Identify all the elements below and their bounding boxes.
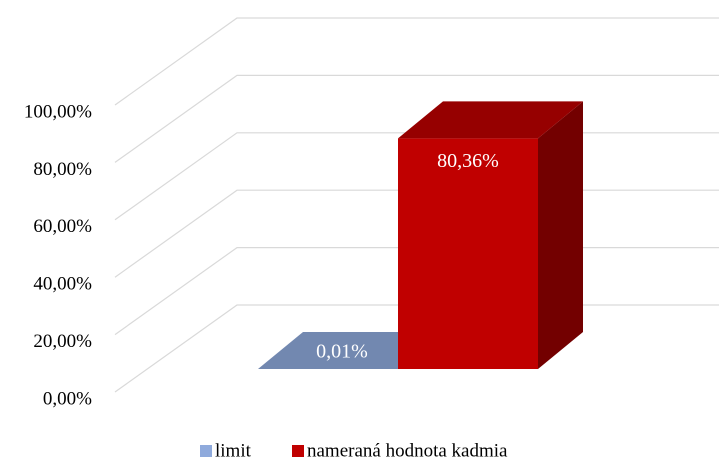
legend-label: limit	[215, 440, 252, 461]
legend-swatch	[292, 445, 304, 457]
grid-line	[114, 17, 719, 106]
bar-side	[538, 101, 583, 370]
bar-top	[398, 101, 583, 139]
grid-line	[114, 74, 719, 163]
y-tick-label: 60,00%	[33, 216, 92, 237]
y-tick-label: 100,00%	[24, 101, 92, 122]
bar	[398, 101, 583, 370]
y-tick-label: 40,00%	[33, 274, 92, 295]
bar-top	[258, 331, 443, 369]
data-label: 80,36%	[437, 150, 499, 172]
data-label: 0,01%	[316, 341, 368, 363]
y-tick-label: 80,00%	[33, 159, 92, 180]
y-tick-label: 0,00%	[43, 388, 92, 409]
y-tick-label: 20,00%	[33, 331, 92, 352]
legend-label: nameraná hodnota kadmia	[307, 440, 508, 461]
legend-swatch	[200, 445, 212, 457]
bar-front	[398, 138, 538, 369]
